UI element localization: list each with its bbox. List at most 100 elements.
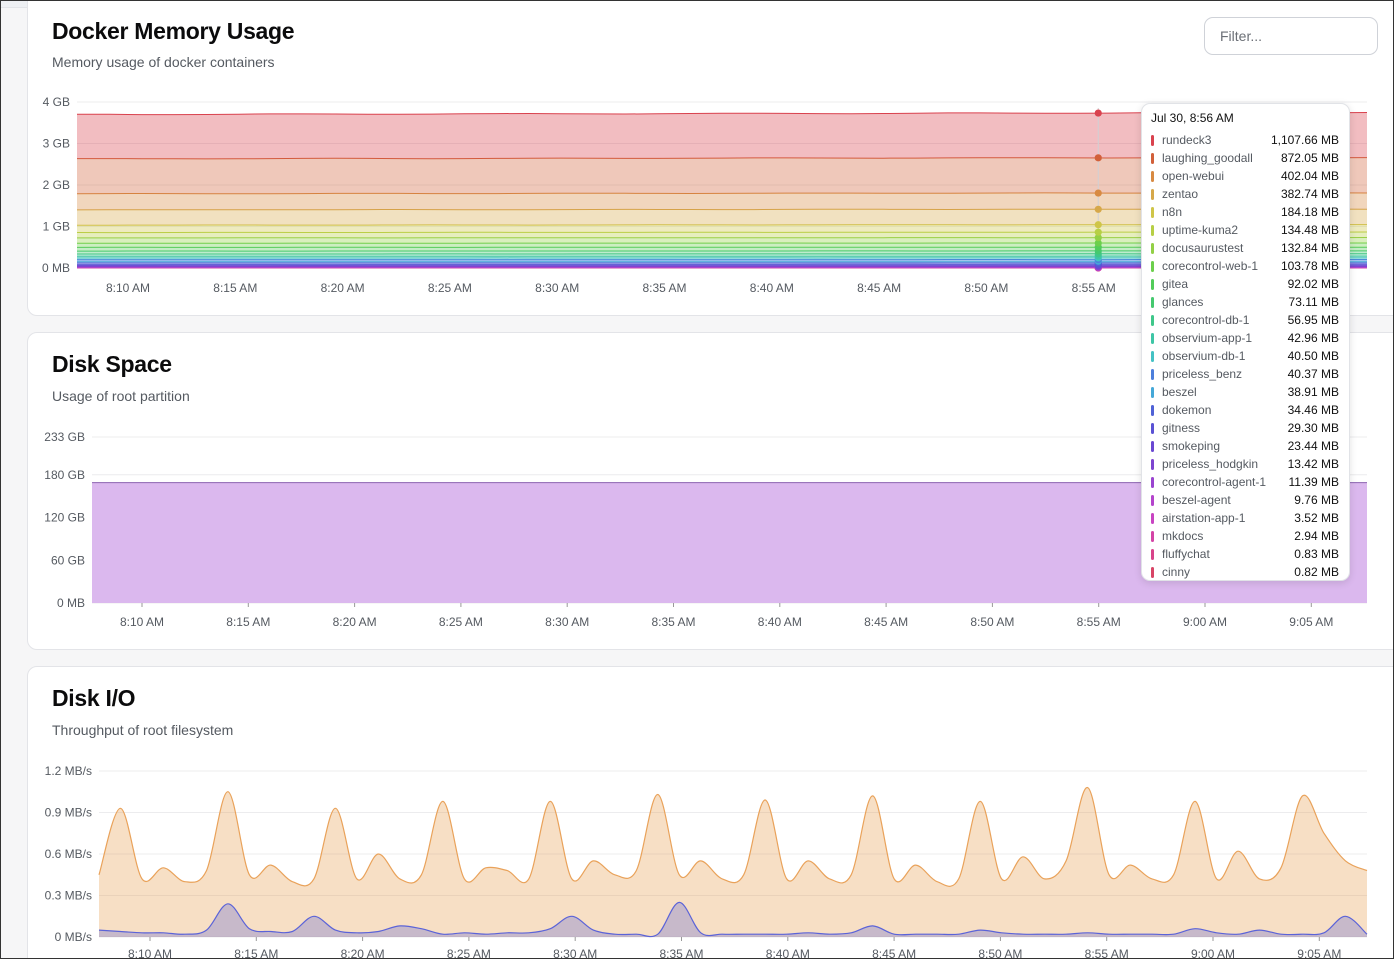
tooltip-series-value: 103.78 MB [1280,259,1339,273]
series-swatch [1151,476,1154,488]
series-swatch [1151,224,1154,236]
tooltip-series-value: 402.04 MB [1280,169,1339,183]
x-tick-label: 8:35 AM [659,947,703,959]
tooltip-series-value: 132.84 MB [1280,241,1339,255]
series-area [77,232,1367,238]
series-swatch [1151,134,1154,146]
tooltip-series-name: cinny [1162,565,1191,579]
hover-point [1094,221,1102,229]
tooltip-row: uptime-kuma2 134.48 MB [1151,221,1339,239]
tooltip-series-name: observium-app-1 [1162,331,1253,345]
tooltip-row: rundeck3 1,107.66 MB [1151,131,1339,149]
tooltip-series-value: 11.39 MB [1288,475,1339,489]
y-tick-label: 0 MB/s [55,930,92,944]
tooltip-series-name: priceless_hodgkin [1162,457,1259,471]
series-area [77,112,1367,159]
series-swatch [1151,404,1154,416]
tooltip-row: gitness 29.30 MB [1151,419,1339,437]
tooltip-series-name: gitea [1162,277,1189,291]
series-swatch [1151,188,1154,200]
tooltip-series-value: 0.83 MB [1294,547,1339,561]
chart-tooltip: Jul 30, 8:56 AM rundeck3 1,107.66 MB laugh… [1141,103,1350,581]
tooltip-row: open-webui 402.04 MB [1151,167,1339,185]
series-area [77,192,1367,210]
tooltip-series-name: smokeping [1162,439,1221,453]
x-tick-label: 8:30 AM [545,615,589,629]
tooltip-series-name: mkdocs [1162,529,1204,543]
tooltip-row: airstation-app-1 3.52 MB [1151,509,1339,527]
x-tick-label: 8:25 AM [428,281,472,295]
x-tick-label: 8:20 AM [341,947,385,959]
tooltip-series-name: fluffychat [1162,547,1210,561]
tooltip-series-value: 0.82 MB [1294,565,1339,579]
tooltip-series-value: 42.96 MB [1287,331,1339,345]
series-swatch [1151,530,1154,542]
tooltip-series-name: observium-db-1 [1162,349,1246,363]
tooltip-series-value: 1,107.66 MB [1270,133,1339,147]
tooltip-series-name: laughing_goodall [1162,151,1253,165]
x-tick-label: 9:00 AM [1183,615,1227,629]
tooltip-rows: rundeck3 1,107.66 MB laughing_goodall 872.0… [1151,131,1339,581]
hover-point [1094,205,1102,213]
disk-io-chart[interactable]: 0 MB/s 0.3 MB/s 0.6 MB/s 0.9 MB/s 1.2 MB/s 8:… [31,759,1376,959]
series-swatch [1151,314,1154,326]
y-tick-label: 0 MB [42,261,70,275]
tooltip-row: dokemon 34.46 MB [1151,401,1339,419]
tooltip-series-name: corecontrol-agent-1 [1162,475,1267,489]
x-tick-label: 8:50 AM [964,281,1008,295]
series-area [77,157,1367,194]
series-area [77,247,1367,252]
tooltip-series-value: 73.11 MB [1288,295,1339,309]
tooltip-series-value: 13.42 MB [1287,457,1339,471]
tooltip-series-name: uptime-kuma2 [1162,223,1239,237]
tooltip-row: corecontrol-agent-1 11.39 MB [1151,473,1339,491]
tooltip-series-name: beszel-agent [1162,493,1231,507]
series-swatch [1151,278,1154,290]
series-swatch [1151,440,1154,452]
x-tick-label: 9:00 AM [1191,947,1235,959]
tooltip-row: observium-app-1 42.96 MB [1151,329,1339,347]
y-tick-label: 0.6 MB/s [45,847,92,861]
disk-io-card-subtitle: Throughput of root filesystem [52,722,234,738]
hover-point [1094,239,1102,247]
tooltip-row: priceless_benz 40.37 MB [1151,365,1339,383]
x-tick-label: 8:35 AM [651,615,695,629]
tooltip-series-name: priceless_benz [1162,367,1243,381]
hover-point [1094,109,1102,117]
memory-card-subtitle: Memory usage of docker containers [52,54,275,70]
series-swatch [1151,386,1154,398]
x-tick-label: 8:35 AM [642,281,686,295]
tooltip-series-value: 56.95 MB [1287,313,1339,327]
io-series-area [99,902,1367,937]
tooltip-row: glances 73.11 MB [1151,293,1339,311]
x-tick-label: 8:55 AM [1085,947,1129,959]
series-swatch [1151,260,1154,272]
filter-input[interactable] [1204,17,1378,55]
tooltip-series-value: 29.30 MB [1287,421,1339,435]
hover-point [1094,154,1102,162]
tooltip-series-value: 382.74 MB [1280,187,1339,201]
series-area [77,253,1367,257]
y-tick-label: 3 GB [43,137,70,151]
x-tick-label: 8:10 AM [106,281,150,295]
hover-point [1094,228,1102,236]
y-tick-label: 0 MB [57,596,85,610]
x-tick-label: 8:10 AM [120,615,164,629]
tooltip-series-name: beszel [1162,385,1197,399]
y-tick-label: 0.3 MB/s [45,889,92,903]
x-tick-label: 8:45 AM [872,947,916,959]
hover-point [1094,189,1102,197]
memory-card-title: Docker Memory Usage [52,18,295,44]
x-tick-label: 8:25 AM [447,947,491,959]
series-area [77,237,1367,244]
series-swatch [1151,170,1154,182]
x-tick-label: 8:40 AM [766,947,810,959]
disk-space-card-title: Disk Space [52,351,172,377]
x-tick-label: 8:15 AM [234,947,278,959]
x-tick-label: 8:15 AM [213,281,257,295]
series-swatch [1151,296,1154,308]
series-swatch [1151,458,1154,470]
tooltip-row: n8n 184.18 MB [1151,203,1339,221]
tooltip-series-name: rundeck3 [1162,133,1212,147]
